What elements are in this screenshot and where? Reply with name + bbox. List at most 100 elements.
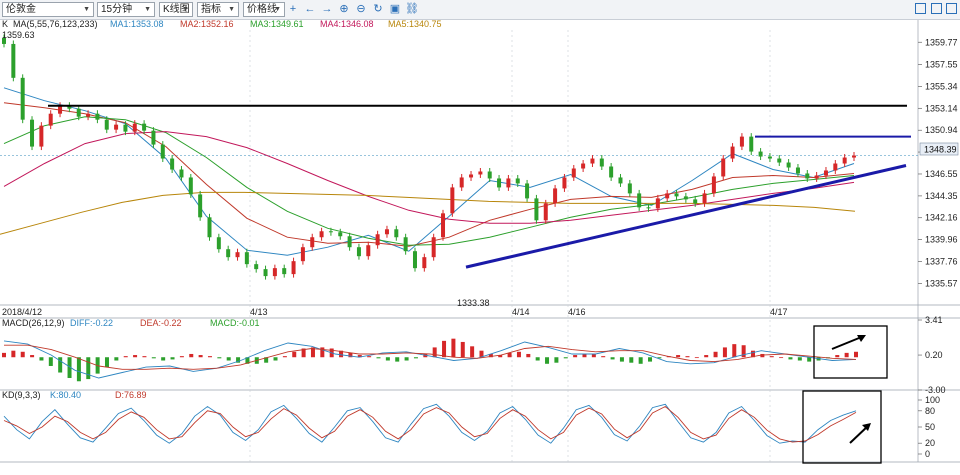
macd-histogram-bar [460,341,465,358]
candle-body [244,252,249,265]
indicator-select[interactable]: 指标 ▼ [197,2,239,17]
window-restore-icon[interactable] [931,3,942,14]
price-tick-label: 1350.94 [925,125,958,135]
macd-histogram-bar [48,357,53,366]
macd-histogram-bar [507,352,512,358]
candle-body [338,232,343,237]
candle-body [842,157,847,164]
instrument-select[interactable]: 伦敦金 ▼ [2,2,94,17]
macd-histogram-bar [713,351,718,358]
drawn-trendlines [48,104,911,269]
candle-body [310,237,315,248]
period-select[interactable]: 15分钟 ▼ [97,2,155,17]
macd-histogram-bar [207,356,212,358]
candle-body [599,158,604,167]
macd-histogram-bar [86,357,91,380]
candle-body [795,167,800,174]
screenshot-icon[interactable]: ▣ [389,3,401,15]
candle-body [852,155,856,158]
crosshair-icon[interactable]: + [289,3,297,15]
window-maximize-icon[interactable] [946,3,957,14]
candle-body [48,113,53,126]
macd-histogram-bar [2,352,6,358]
candle-body [674,193,679,197]
candle-body [506,178,511,188]
macd-histogram-bar [273,357,278,361]
legend-ma3: MA3:1349.61 [250,19,304,29]
candle-body [571,168,576,178]
macd-histogram-bar [760,353,765,358]
price-line-select[interactable]: 价格线 ▼ [243,2,285,17]
candle-body [319,231,324,238]
candle-body [375,234,380,246]
candle-body [263,269,268,277]
candle-body [758,151,763,157]
macd-histogram-bar [339,350,344,358]
candle-body [487,171,492,179]
candle-body [11,43,16,78]
kd-tick-label: 80 [925,406,935,416]
ma-line-5 [0,191,856,235]
candle-body [403,237,408,252]
macd-histogram-bar [545,357,550,364]
macd-histogram-bar [479,350,484,358]
candle-body [39,125,44,147]
macd-highlight-box [813,325,888,379]
macd-histogram-bar [58,357,63,373]
kd-legend-k: K:80.40 [50,390,81,400]
time-tick-label: 4/17 [770,307,788,317]
macd-histogram-bar [20,351,25,358]
candle-body [132,123,137,132]
zoom-out-icon[interactable]: ⊖ [356,3,366,15]
grid-lines [0,30,918,462]
candle-body [441,213,446,238]
macd-legend-diff: DIFF:-0.22 [70,318,113,328]
arrow-right-icon[interactable]: → [321,3,333,15]
candle-body [553,188,558,204]
arrow-left-icon[interactable]: ← [304,3,316,15]
zoom-in-icon[interactable]: ⊕ [339,3,349,15]
kd-k-line [3,403,857,444]
candle-body [665,193,670,199]
price-tick-label: 1353.14 [925,103,958,113]
candle-body [114,124,119,130]
panel-frames [0,20,960,463]
indicator-select-label: 指标 [201,4,221,15]
legend-ma4: MA4:1346.08 [320,19,374,29]
candle-body [478,171,483,175]
macd-histogram-bar [685,356,690,358]
legend-ma5: MA5:1340.75 [388,19,442,29]
link-icon[interactable]: ⛓ [405,3,419,15]
chart-type-select[interactable]: K线图 ▼ [159,2,193,17]
macd-histogram-bar [179,356,184,358]
macd-histogram-bar [470,346,475,358]
candle-body [347,236,352,248]
macd-histogram-bar [245,357,250,364]
macd-histogram-bar [722,347,727,358]
kd-tick-label: 0 [925,449,930,459]
price-tick-label: 1335.57 [925,278,958,288]
candle-body [95,113,100,120]
macd-histogram-bar [282,356,287,358]
chart-toolbar: 伦敦金 ▼ 15分钟 ▼ K线图 ▼ 指标 ▼ 价格线 ▼ + ← → ⊕ ⊖ … [0,0,960,20]
moving-averages [0,87,856,256]
candle-body [646,207,651,209]
chevron-down-icon: ▼ [182,6,189,13]
candle-body [711,176,716,194]
time-tick-label: 4/13 [250,307,268,317]
candle-body [739,136,744,147]
macd-histogram-bar [619,357,624,362]
macd-tick-label: -3.00 [925,385,946,395]
macd-histogram-bar [385,357,390,361]
candle-body [291,261,296,275]
candle-body [627,183,632,194]
candle-body [179,169,184,178]
refresh-icon[interactable]: ↻ [373,3,383,15]
macd-histogram-bar [741,345,746,358]
macd-histogram-bar [582,353,587,358]
macd-histogram-bar [732,344,737,358]
macd-histogram-bar [413,357,418,359]
window-tile-icon[interactable] [915,3,926,14]
macd-histogram-bar [30,355,35,358]
